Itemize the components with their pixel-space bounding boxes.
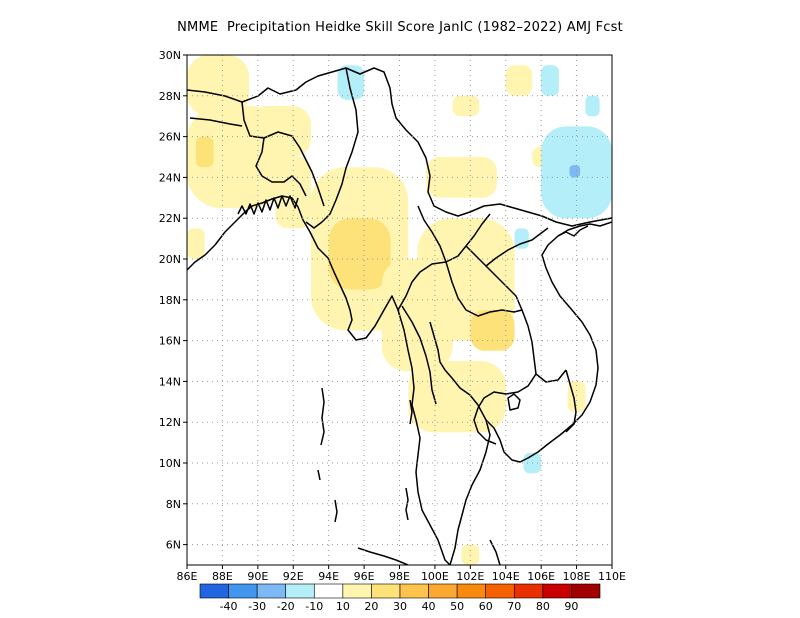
lon-tick-label: 102E <box>456 570 484 583</box>
colorbar-swatch <box>256 583 287 599</box>
lon-tick-label: 98E <box>389 570 410 583</box>
colorbar-label: 30 <box>393 600 407 613</box>
lon-tick-label: 86E <box>177 570 198 583</box>
skill-region <box>470 310 515 351</box>
lon-tick-label: 90E <box>247 570 268 583</box>
latitude-labels: 30N 28N 26N 24N 22N 20N 18N 16N 14N 12N 10N 8N 6N <box>159 49 187 552</box>
colorbar-label: -40 <box>220 600 238 613</box>
longitude-labels: 86E 88E 90E 92E 94E 96E 98E 100E 102E 104E 106E 108… <box>177 565 626 583</box>
lat-tick-label: 6N <box>166 539 181 552</box>
colorbar-swatch <box>513 583 544 599</box>
colorbar-swatch <box>571 583 601 599</box>
colorbar-label: 10 <box>336 600 350 613</box>
skill-region <box>505 65 533 96</box>
skill-region <box>408 361 506 433</box>
skill-region <box>275 157 311 229</box>
skill-region <box>585 95 600 117</box>
skill-region <box>248 106 311 157</box>
lat-tick-label: 24N <box>159 171 181 184</box>
colorbar-label: 50 <box>450 600 464 613</box>
colorbar-label: 40 <box>422 600 436 613</box>
colorbar-swatch <box>342 583 372 599</box>
lon-tick-label: 106E <box>527 570 555 583</box>
lat-tick-label: 26N <box>159 131 181 144</box>
skill-region <box>541 65 559 96</box>
lat-tick-label: 8N <box>166 498 181 511</box>
colorbar-label: 90 <box>564 600 578 613</box>
lat-tick-label: 12N <box>159 416 181 429</box>
skill-shading <box>187 55 612 565</box>
colorbar-label: 60 <box>479 600 493 613</box>
page-title: NMME Precipitation Heidke Skill Score Ja… <box>177 20 623 35</box>
lon-tick-label: 96E <box>354 570 375 583</box>
colorbar-swatch <box>228 583 258 599</box>
lat-tick-label: 20N <box>159 253 181 266</box>
lat-tick-label: 30N <box>159 49 181 62</box>
skill-region <box>461 544 480 565</box>
colorbar-swatch <box>285 583 315 599</box>
colorbar-label: -10 <box>305 600 323 613</box>
skill-region <box>187 55 249 117</box>
lat-tick-label: 22N <box>159 212 181 225</box>
skill-region <box>569 165 581 178</box>
lon-tick-label: 88E <box>212 570 233 583</box>
skill-region <box>195 136 214 168</box>
skill-region <box>337 65 365 100</box>
skill-region <box>514 228 529 249</box>
colorbar-swatch <box>371 583 401 599</box>
colorbar-swatch <box>313 583 344 599</box>
lon-tick-label: 104E <box>492 570 520 583</box>
colorbar-swatch <box>199 583 229 599</box>
colorbar-swatch <box>399 583 429 599</box>
lon-tick-label: 92E <box>283 570 304 583</box>
lat-tick-label: 18N <box>159 294 181 307</box>
lon-tick-label: 108E <box>563 570 591 583</box>
lat-tick-label: 14N <box>159 375 181 388</box>
colorbar-label: 70 <box>507 600 521 613</box>
lat-tick-label: 28N <box>159 90 181 103</box>
lat-tick-label: 10N <box>159 457 181 470</box>
coastline-borders <box>187 67 612 565</box>
colorbar-swatch <box>542 583 572 599</box>
skill-region <box>452 95 480 117</box>
colorbar-swatch <box>485 583 515 599</box>
lon-tick-label: 100E <box>421 570 449 583</box>
skill-region <box>187 228 205 259</box>
colorbar-swatch <box>428 583 458 599</box>
colorbar-swatch <box>456 583 487 599</box>
colorbar-label: -30 <box>248 600 266 613</box>
colorbar-label: 20 <box>364 600 378 613</box>
skill-region <box>426 157 497 198</box>
colorbar-label: 80 <box>536 600 550 613</box>
lon-tick-label: 94E <box>318 570 339 583</box>
colorbar: -40 -30 -20 -10 10 20 30 40 50 60 70 80 90 <box>199 583 601 613</box>
colorbar-label: -20 <box>277 600 295 613</box>
skill-region <box>328 218 391 290</box>
lon-tick-label: 110E <box>598 570 626 583</box>
lat-tick-label: 16N <box>159 335 181 348</box>
